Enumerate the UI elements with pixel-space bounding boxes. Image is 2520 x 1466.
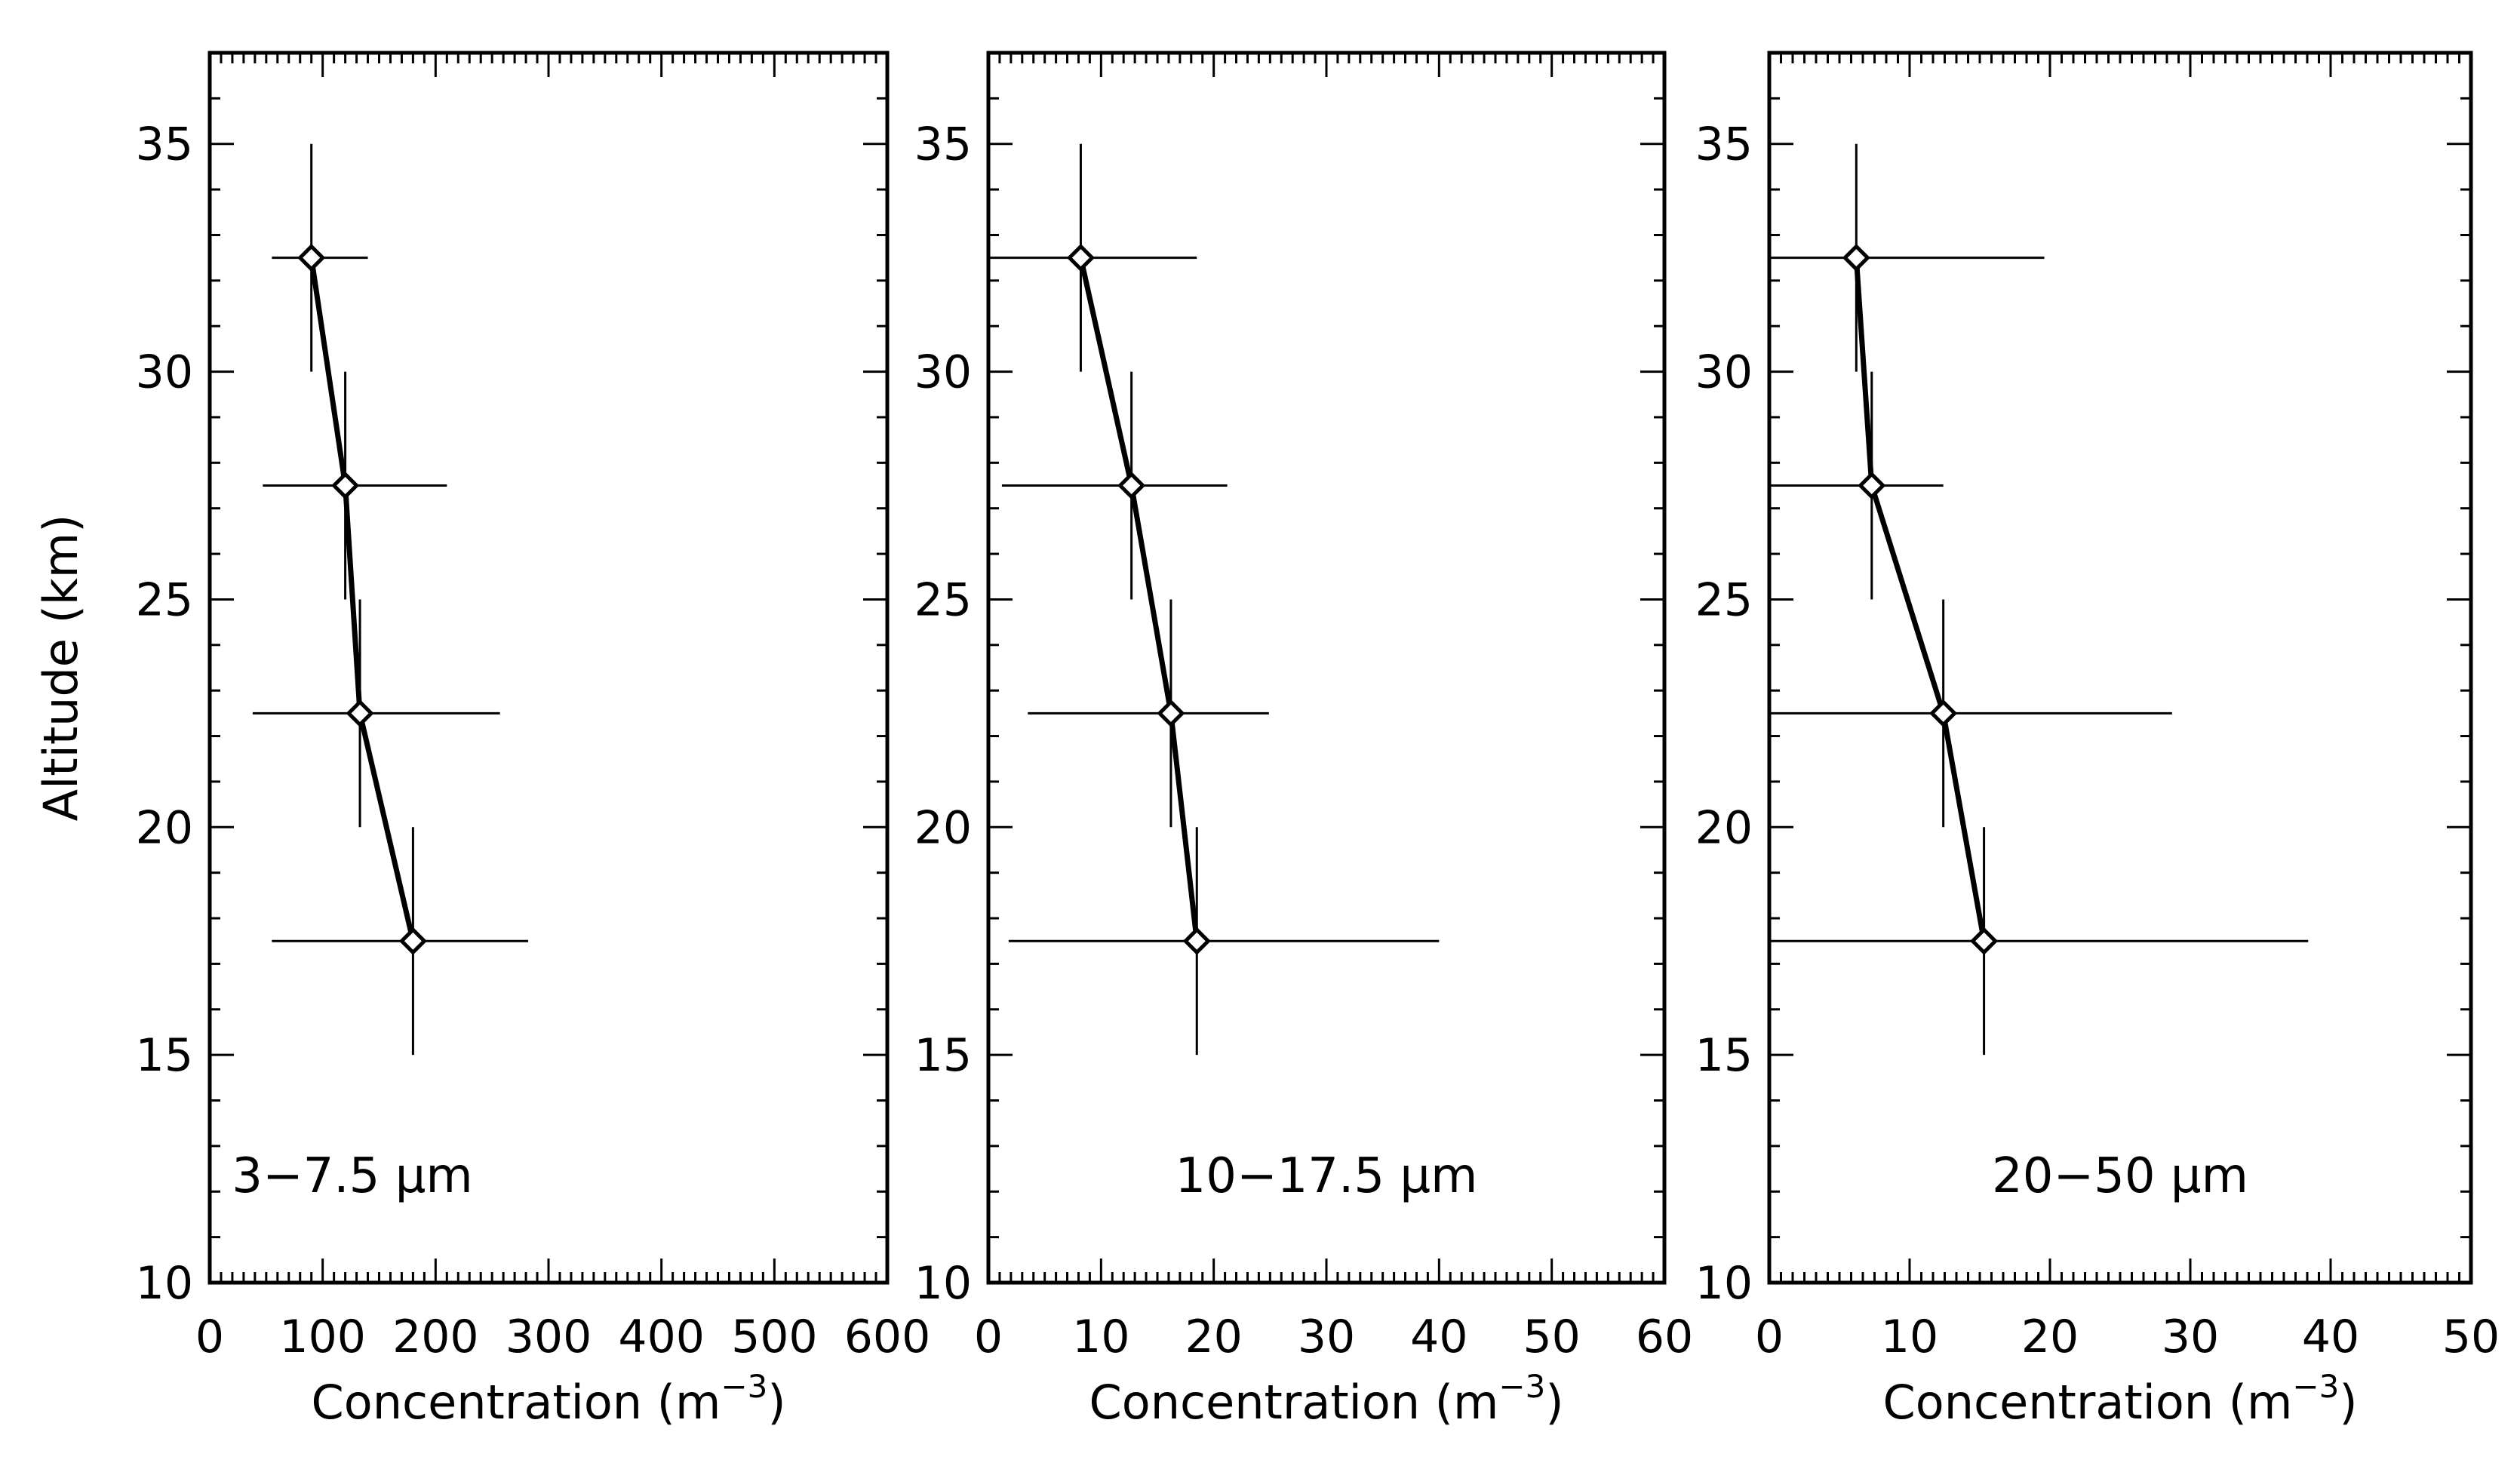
y-tick-label: 30 bbox=[136, 346, 193, 399]
profile-line bbox=[1078, 257, 1200, 942]
panel-label: 3−7.5 μm bbox=[232, 1148, 473, 1204]
chart-panel-1: 0 100 200 300 400 500 600 10 15 20 25 30 35 Concentra… bbox=[33, 51, 931, 1430]
y-tick-label: 15 bbox=[914, 1029, 972, 1082]
y-tick-label: 35 bbox=[1695, 118, 1753, 171]
y-tick-label: 15 bbox=[1695, 1029, 1753, 1082]
x-tick-label: 20 bbox=[2021, 1311, 2079, 1363]
y-tick-label: 10 bbox=[136, 1257, 193, 1310]
x-tick-label: 40 bbox=[1410, 1311, 1467, 1363]
data-point-marker bbox=[1970, 927, 1999, 955]
data-point-marker bbox=[1929, 699, 1958, 727]
y-tick-label: 30 bbox=[914, 346, 972, 399]
plot-frame bbox=[1767, 51, 2473, 1285]
y-tick-label: 20 bbox=[136, 801, 193, 854]
y-tick-label: 15 bbox=[136, 1029, 193, 1082]
x-tick-label: 50 bbox=[1523, 1311, 1580, 1363]
data-point-marker bbox=[331, 471, 360, 500]
y-tick-label: 10 bbox=[1695, 1257, 1753, 1310]
x-tick-label: 500 bbox=[731, 1311, 818, 1363]
data-point-marker bbox=[1858, 471, 1886, 500]
y-axis-title: Altitude (km) bbox=[33, 515, 88, 822]
x-axis-title: Concentration (m−3) bbox=[311, 1368, 785, 1430]
x-tick-label: 30 bbox=[1298, 1311, 1355, 1363]
y-tick-label: 25 bbox=[136, 573, 193, 626]
profile-line bbox=[309, 257, 416, 942]
data-point-marker bbox=[1066, 244, 1095, 272]
y-tick-label: 35 bbox=[136, 118, 193, 171]
panel-label: 20−50 μm bbox=[1992, 1148, 2248, 1204]
y-tick-label: 10 bbox=[914, 1257, 972, 1310]
x-tick-label: 20 bbox=[1185, 1311, 1242, 1363]
data-point-marker bbox=[1117, 471, 1146, 500]
x-tick-label: 60 bbox=[1636, 1311, 1693, 1363]
x-tick-label: 400 bbox=[618, 1311, 705, 1363]
y-tick-label: 25 bbox=[914, 573, 972, 626]
x-tick-label: 100 bbox=[279, 1311, 366, 1363]
panel-label: 10−17.5 μm bbox=[1175, 1148, 1478, 1204]
x-tick-label: 40 bbox=[2302, 1311, 2359, 1363]
x-tick-label: 0 bbox=[1755, 1311, 1784, 1363]
x-tick-label: 200 bbox=[392, 1311, 479, 1363]
data-point-marker bbox=[346, 699, 374, 727]
y-tick-label: 30 bbox=[1695, 346, 1753, 399]
x-axis-title: Concentration (m−3) bbox=[1882, 1368, 2357, 1430]
x-axis-title: Concentration (m−3) bbox=[1089, 1368, 1563, 1430]
y-tick-label: 20 bbox=[914, 801, 972, 854]
y-tick-label: 25 bbox=[1695, 573, 1753, 626]
x-tick-label: 0 bbox=[195, 1311, 224, 1363]
data-point-marker bbox=[1157, 699, 1185, 727]
data-point-marker bbox=[1182, 927, 1211, 955]
data-point-marker bbox=[398, 927, 427, 955]
y-tick-label: 35 bbox=[914, 118, 972, 171]
y-tick-label: 20 bbox=[1695, 801, 1753, 854]
data-point-marker bbox=[297, 244, 326, 272]
x-tick-label: 10 bbox=[1072, 1311, 1129, 1363]
x-tick-label: 600 bbox=[844, 1311, 931, 1363]
x-tick-label: 50 bbox=[2442, 1311, 2500, 1363]
data-point-marker bbox=[1842, 244, 1870, 272]
x-tick-label: 30 bbox=[2162, 1311, 2219, 1363]
plot-frame bbox=[986, 51, 1667, 1285]
x-tick-label: 0 bbox=[974, 1311, 1003, 1363]
x-tick-label: 300 bbox=[506, 1311, 592, 1363]
x-tick-label: 10 bbox=[1881, 1311, 1938, 1363]
profile-line bbox=[1853, 257, 1987, 942]
